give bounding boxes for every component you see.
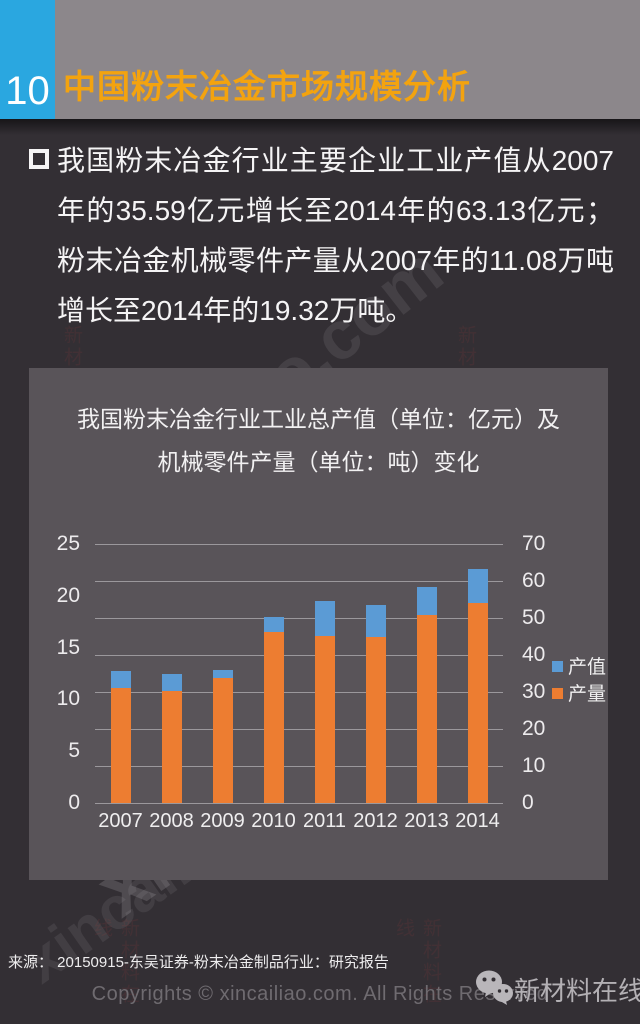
gridline <box>95 581 503 582</box>
header-shadow <box>0 119 640 135</box>
wechat-icon <box>476 970 513 1005</box>
copyright-line: Copyrights © xincailiao.com. All Rights … <box>91 983 549 1005</box>
right-axis-tick-label: 60 <box>522 569 546 592</box>
left-axis-tick-label: 15 <box>56 635 80 659</box>
bar-output-2009 <box>212 677 233 803</box>
right-axis-tick-label: 40 <box>522 643 546 666</box>
bullet-square-icon <box>29 149 49 169</box>
bar-output-2007 <box>110 688 131 803</box>
gridline <box>95 692 503 693</box>
legend-label-产值: 产值 <box>568 657 607 678</box>
left-axis-tick-label: 25 <box>56 532 80 555</box>
x-axis-label: 2009 <box>200 810 245 832</box>
left-axis-tick-label: 0 <box>68 791 80 814</box>
bar-output-2012 <box>365 637 386 803</box>
x-axis-label: 2012 <box>353 810 398 832</box>
bullet-text: 我国粉末冶金行业主要企业工业产值从2007年的35.59亿元增长至2014年的6… <box>57 145 614 326</box>
watermark-seal: 新材料在线 <box>393 918 441 1006</box>
header-band: 10 中国粉末冶金市场规模分析 <box>0 0 640 119</box>
right-axis-tick-label: 0 <box>522 791 534 814</box>
source-line: 来源： 20150915-东吴证券-粉末冶金制品行业：研究报告 <box>8 954 389 971</box>
x-axis-label: 2011 <box>302 810 346 832</box>
gridline <box>95 803 503 804</box>
chart-title-line2: 机械零件产量（单位：吨）变化 <box>157 449 480 475</box>
slide-title: 中国粉末冶金市场规模分析 <box>63 68 471 105</box>
x-axis-label: 2008 <box>149 810 194 832</box>
left-axis-tick-label: 20 <box>56 583 80 607</box>
right-axis-tick-label: 50 <box>522 606 546 629</box>
gridline <box>95 544 503 545</box>
page-number-box: 10 <box>0 0 55 119</box>
bar-output-2014 <box>467 602 488 803</box>
chart-title: 我国粉末冶金行业工业总产值（单位：亿元）及 机械零件产量（单位：吨）变化 <box>29 398 608 484</box>
right-axis-tick-label: 70 <box>522 532 546 555</box>
chart-title-line1: 我国粉末冶金行业工业总产值（单位：亿元）及 <box>77 406 560 432</box>
gridline <box>95 655 503 656</box>
right-axis-tick-label: 20 <box>522 717 546 740</box>
page-number: 10 <box>5 69 50 113</box>
chart-plot-area: 70 60 50 40 30 20 10 0 25 20 15 10 5 0 2007 2008 2009 201… <box>29 368 608 880</box>
legend-swatch-产量 <box>552 688 563 699</box>
left-axis-tick-label: 10 <box>56 687 80 711</box>
left-axis-tick-label: 5 <box>68 739 80 763</box>
gridline <box>95 618 503 619</box>
x-axis-label: 2014 <box>455 810 500 832</box>
gridline <box>95 729 503 730</box>
wechat-brand-name: 新材料在线 <box>514 976 640 1006</box>
chart-panel: 我国粉末冶金行业工业总产值（单位：亿元）及 机械零件产量（单位：吨）变化 70 6… <box>29 368 608 880</box>
gridline <box>95 766 503 767</box>
legend-label-产量: 产量 <box>568 684 607 705</box>
legend-swatch-产值 <box>552 661 563 672</box>
x-axis-label: 2013 <box>404 810 449 832</box>
bar-output-2010 <box>263 632 284 803</box>
x-axis-label: 2007 <box>98 810 143 832</box>
right-axis-tick-label: 30 <box>522 680 546 703</box>
bar-output-2008 <box>161 691 182 803</box>
bar-output-2011 <box>314 636 335 803</box>
bar-output-2013 <box>416 615 437 803</box>
x-axis-label: 2010 <box>251 810 296 832</box>
right-axis-tick-label: 10 <box>522 754 546 777</box>
